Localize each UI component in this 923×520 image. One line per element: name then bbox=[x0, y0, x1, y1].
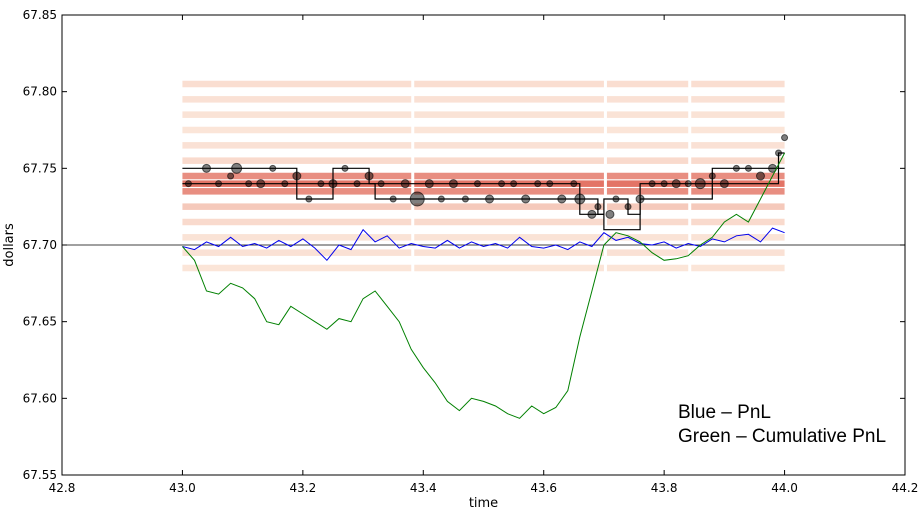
annotation-cumulative-pnl: Green – Cumulative PnL bbox=[678, 426, 886, 447]
quote-heatmap bbox=[182, 76, 785, 276]
trade-marker-32 bbox=[570, 180, 578, 188]
pnl-lines bbox=[182, 152, 786, 419]
heatmap-band-3 bbox=[182, 126, 785, 134]
heatmap-band-4 bbox=[182, 142, 785, 149]
trade-marker-39 bbox=[635, 194, 645, 204]
trade-markers bbox=[184, 134, 789, 219]
heatmap-band-11 bbox=[182, 234, 785, 241]
y-tick-label-5: 67.80 bbox=[23, 85, 57, 99]
trade-marker-27 bbox=[510, 180, 518, 188]
y-tick-label-0: 67.55 bbox=[23, 468, 57, 482]
trade-marker-16 bbox=[377, 180, 385, 188]
trade-marker-19 bbox=[409, 191, 425, 207]
trade-marker-24 bbox=[473, 180, 481, 188]
trade-marker-43 bbox=[684, 180, 692, 188]
heatmap-band-12 bbox=[182, 249, 785, 256]
y-tick-label-3: 67.70 bbox=[23, 238, 57, 252]
trade-marker-5 bbox=[245, 180, 253, 188]
trade-marker-37 bbox=[612, 195, 620, 203]
y-axis-label: dollars bbox=[2, 223, 17, 267]
trade-marker-7 bbox=[269, 164, 277, 172]
trade-marker-33 bbox=[574, 193, 586, 205]
series-line-0 bbox=[182, 227, 785, 262]
trade-marker-0 bbox=[184, 180, 192, 188]
trade-marker-51 bbox=[775, 149, 783, 157]
annotation-pnl: Blue – PnL bbox=[678, 402, 771, 423]
trade-marker-42 bbox=[671, 179, 681, 189]
trade-marker-3 bbox=[227, 172, 235, 180]
y-axis: 67.55 67.60 67.65 67.70 67.75 67.80 67.85 bbox=[23, 8, 905, 482]
trade-marker-34 bbox=[587, 209, 597, 219]
x-tick-label-5: 43.8 bbox=[651, 481, 678, 495]
trade-marker-11 bbox=[317, 180, 325, 188]
trade-marker-31 bbox=[557, 194, 567, 204]
x-tick-label-7: 44.2 bbox=[892, 481, 919, 495]
heatmap-gap-2 bbox=[688, 76, 692, 276]
trade-marker-1 bbox=[202, 163, 212, 173]
y-tick-label-6: 67.85 bbox=[23, 8, 57, 22]
trade-marker-40 bbox=[648, 180, 656, 188]
trade-marker-29 bbox=[534, 180, 542, 188]
trade-marker-41 bbox=[660, 180, 668, 188]
trade-marker-35 bbox=[594, 203, 602, 211]
series-line-1 bbox=[182, 152, 786, 419]
trade-marker-6 bbox=[256, 179, 266, 189]
heatmap-gap-1 bbox=[603, 76, 607, 276]
trade-marker-8 bbox=[281, 180, 289, 188]
y-tick-label-2: 67.65 bbox=[23, 315, 57, 329]
trade-marker-17 bbox=[389, 195, 397, 203]
trade-marker-9 bbox=[292, 171, 302, 181]
trade-marker-44 bbox=[694, 178, 706, 190]
x-axis-label: time bbox=[469, 496, 498, 511]
trade-marker-13 bbox=[341, 164, 349, 172]
trade-marker-25 bbox=[485, 194, 495, 204]
trade-marker-47 bbox=[732, 164, 740, 172]
trade-marker-2 bbox=[215, 180, 223, 188]
trade-marker-52 bbox=[781, 134, 789, 142]
heatmap-band-5 bbox=[182, 157, 785, 164]
trade-marker-20 bbox=[424, 179, 434, 189]
x-tick-label-2: 43.2 bbox=[289, 481, 316, 495]
heatmap-band-8 bbox=[182, 188, 785, 195]
heatmap-band-1 bbox=[182, 96, 785, 103]
heatmap-band-10 bbox=[182, 218, 785, 226]
trade-marker-21 bbox=[437, 195, 445, 203]
trade-marker-45 bbox=[708, 172, 716, 180]
trade-marker-4 bbox=[231, 162, 243, 174]
trade-marker-18 bbox=[400, 179, 410, 189]
trade-marker-36 bbox=[605, 209, 615, 219]
heatmap-gap-0 bbox=[411, 76, 415, 276]
trade-marker-14 bbox=[353, 180, 361, 188]
trade-marker-15 bbox=[364, 171, 374, 181]
trade-marker-38 bbox=[624, 203, 632, 211]
trade-marker-26 bbox=[498, 180, 506, 188]
heatmap-band-6 bbox=[182, 172, 785, 180]
heatmap-band-13 bbox=[182, 264, 785, 272]
trade-marker-28 bbox=[521, 194, 531, 204]
trade-marker-22 bbox=[448, 179, 458, 189]
x-tick-label-3: 43.4 bbox=[410, 481, 437, 495]
trade-marker-10 bbox=[305, 195, 313, 203]
heatmap-band-2 bbox=[182, 111, 785, 118]
x-tick-label-0: 42.8 bbox=[49, 481, 76, 495]
y-tick-label-1: 67.60 bbox=[23, 391, 57, 405]
x-tick-label-4: 43.6 bbox=[530, 481, 557, 495]
y-tick-label-4: 67.75 bbox=[23, 161, 57, 175]
heatmap-band-9 bbox=[182, 203, 785, 210]
x-axis: 42.8 43.0 43.2 43.4 43.6 43.8 44.0 44.2 bbox=[49, 15, 919, 495]
x-tick-label-6: 44.0 bbox=[771, 481, 798, 495]
trade-marker-23 bbox=[461, 195, 469, 203]
trade-marker-12 bbox=[328, 179, 338, 189]
x-tick-label-1: 43.0 bbox=[169, 481, 196, 495]
trade-marker-49 bbox=[755, 171, 765, 181]
trade-marker-30 bbox=[546, 180, 554, 188]
lower-quote-line bbox=[182, 167, 785, 231]
heatmap-band-0 bbox=[182, 80, 785, 88]
trade-marker-46 bbox=[719, 179, 729, 189]
trade-marker-48 bbox=[744, 164, 752, 172]
